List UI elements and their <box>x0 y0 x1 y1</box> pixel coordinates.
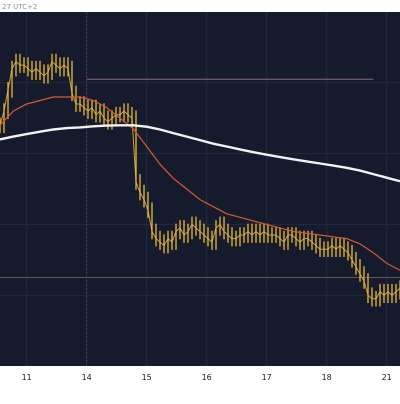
moving-averages <box>0 96 400 271</box>
plot-background <box>0 12 400 366</box>
x-tick-label-21: 21 <box>382 373 392 382</box>
price-line <box>0 60 400 300</box>
ma_slow-line <box>0 124 400 183</box>
x-tick-label-14: 14 <box>82 373 92 382</box>
x-axis-strip <box>0 366 400 400</box>
x-tick-label-16: 16 <box>202 373 212 382</box>
x-tick-label-18: 18 <box>322 373 332 382</box>
x-axis-ticks: 11 14 15 16 17 18 21 <box>22 373 392 382</box>
x-tick-label-15: 15 <box>142 373 152 382</box>
x-tick-label-11: 11 <box>22 373 32 382</box>
timezone-label: 27 UTC+2 <box>2 3 37 11</box>
horizontal-levels <box>0 78 400 278</box>
ma_fast-line <box>0 96 400 271</box>
x-tick-label-17: 17 <box>262 373 272 382</box>
price-bars <box>0 53 400 307</box>
